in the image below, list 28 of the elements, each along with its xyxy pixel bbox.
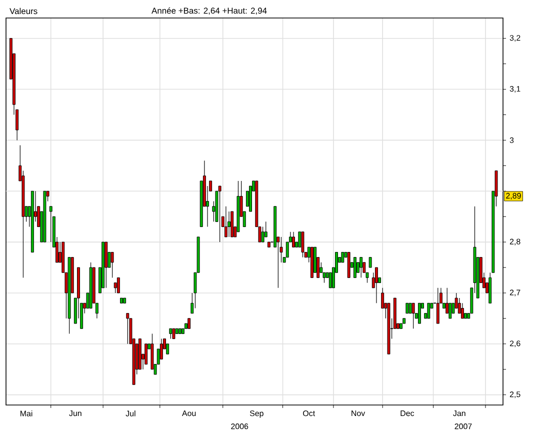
candlestick xyxy=(427,302,430,319)
candlestick xyxy=(374,267,378,304)
candlestick xyxy=(172,328,176,340)
candlestick xyxy=(418,302,421,324)
candlestick xyxy=(448,302,452,319)
candlestick xyxy=(188,318,191,329)
chart-subtitle: Année +Bas: 2,64 +Haut: 2,94 xyxy=(152,7,267,15)
candlestick xyxy=(381,288,384,309)
candlestick xyxy=(16,109,19,140)
candlestick xyxy=(368,257,372,268)
candlestick xyxy=(169,328,172,340)
candlestick xyxy=(353,257,356,278)
candlestick xyxy=(116,277,120,294)
candlestick xyxy=(218,186,222,242)
candlestick xyxy=(408,302,412,314)
candlestick xyxy=(292,232,295,248)
candlestick xyxy=(460,302,464,319)
candlestick xyxy=(360,257,363,278)
candlestick xyxy=(110,252,114,278)
candlestick xyxy=(412,302,415,329)
candlestick xyxy=(224,206,228,238)
candlestick xyxy=(406,302,409,314)
candlestick xyxy=(301,232,304,258)
candlestick xyxy=(261,226,264,242)
candlestick xyxy=(341,252,344,263)
candlestick xyxy=(126,313,130,344)
chart-title: Valeurs xyxy=(10,8,38,14)
candlestick xyxy=(436,288,440,324)
